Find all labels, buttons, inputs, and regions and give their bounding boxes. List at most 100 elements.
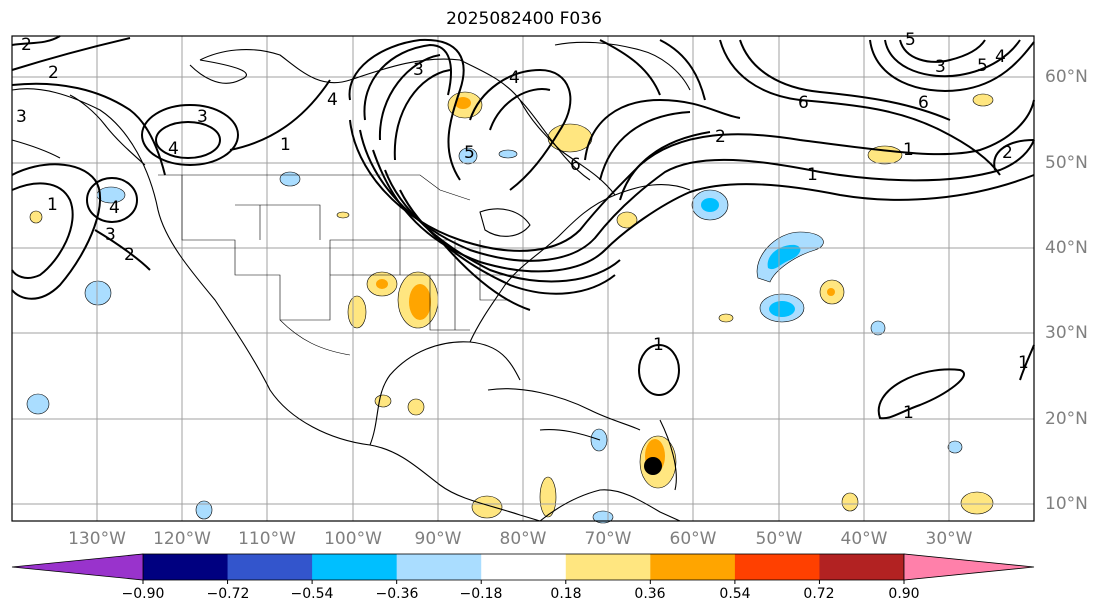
colorbar-tick-label: 0.36 xyxy=(634,586,666,602)
colorbar-segment xyxy=(565,554,651,580)
lon-label: 110°W xyxy=(238,529,296,549)
contour-label: 4 xyxy=(509,68,520,88)
map-panel: 2 2 3 4 3 1 4 4 3 2 1 3 4 5 6 2 1 6 6 5 … xyxy=(11,30,1035,524)
contour-label: 1 xyxy=(807,165,818,185)
contour-label: 2 xyxy=(48,63,59,83)
anomaly-patch xyxy=(195,500,213,520)
colorbar-segment xyxy=(312,554,398,580)
lon-label: 90°W xyxy=(414,529,462,549)
anomaly-patch xyxy=(616,211,638,229)
contour-label: 1 xyxy=(653,335,664,355)
colorbar-tick-label: −0.36 xyxy=(375,586,419,602)
anomaly-patch xyxy=(279,171,301,187)
anomaly-fills xyxy=(26,91,994,524)
contour-label: 4 xyxy=(995,47,1006,67)
anomaly-patch xyxy=(870,320,886,336)
contour-label: 1 xyxy=(1018,353,1029,373)
anomaly-patch xyxy=(498,149,518,159)
anomaly-patch xyxy=(376,279,388,289)
anomaly-patch xyxy=(29,210,43,224)
contour-label: 3 xyxy=(935,57,946,77)
anomaly-patch xyxy=(767,244,801,270)
anomaly-patch xyxy=(960,491,994,515)
contour-label: 1 xyxy=(47,195,58,215)
anomaly-patch xyxy=(539,476,557,518)
contour-label: 6 xyxy=(570,155,581,175)
contour-label: 4 xyxy=(109,198,120,218)
colorbar-extend-max xyxy=(903,553,1035,581)
contour-label: 2 xyxy=(715,127,726,147)
contour-label: 5 xyxy=(977,56,988,76)
anomaly-patch xyxy=(26,393,50,415)
colorbar-segment xyxy=(227,554,313,580)
colorbar-tick-label: 0.90 xyxy=(888,586,920,602)
anomaly-patch xyxy=(407,398,425,416)
anomaly-patch xyxy=(458,147,478,165)
contour-label: 4 xyxy=(168,139,179,159)
map-title: 2025082400 F036 xyxy=(446,9,602,29)
lon-label: 80°W xyxy=(499,529,547,549)
contour-label: 3 xyxy=(105,225,116,245)
anomaly-patch xyxy=(947,440,963,454)
anomaly-patch xyxy=(841,492,859,512)
anomaly-patch xyxy=(972,93,994,107)
anomaly-patch xyxy=(769,301,795,317)
lat-label: 40°N xyxy=(1045,238,1088,258)
lat-label: 20°N xyxy=(1045,409,1088,429)
colorbar-segment xyxy=(481,554,567,580)
colorbar-tick-label: −0.90 xyxy=(121,586,165,602)
colorbar-tick-label: −0.18 xyxy=(459,586,503,602)
colorbar-segment xyxy=(650,554,736,580)
lon-label: 120°W xyxy=(153,529,211,549)
contour-labels: 2 2 3 4 3 1 4 4 3 2 1 3 4 5 6 2 1 6 6 5 … xyxy=(16,30,1029,423)
colorbar-segment xyxy=(396,554,482,580)
colorbar-tick-label: −0.72 xyxy=(206,586,250,602)
contour-label: 1 xyxy=(280,135,291,155)
colorbar-segment xyxy=(819,554,905,580)
contour-label: 1 xyxy=(903,140,914,160)
colorbar-tick-label: 0.72 xyxy=(803,586,835,602)
storm-center-marker xyxy=(644,457,662,475)
anomaly-patch xyxy=(374,394,392,408)
lon-label: 50°W xyxy=(755,529,803,549)
anomaly-patch xyxy=(455,97,471,109)
anomaly-patch xyxy=(409,284,431,320)
anomaly-patch xyxy=(347,295,367,329)
lon-label: 70°W xyxy=(584,529,632,549)
contour-label: 5 xyxy=(464,143,475,163)
lon-label: 60°W xyxy=(669,529,717,549)
contour-label: 6 xyxy=(798,93,809,113)
colorbar-tick-label: 0.54 xyxy=(719,586,751,602)
lon-label: 100°W xyxy=(324,529,382,549)
colorbar-segment xyxy=(734,554,820,580)
colorbar-tick-label: −0.54 xyxy=(290,586,334,602)
coastlines xyxy=(11,41,691,522)
lat-label: 50°N xyxy=(1045,153,1088,173)
anomaly-patch xyxy=(336,211,350,219)
anomaly-patch xyxy=(827,288,835,296)
political-borders xyxy=(158,174,520,356)
contour-label: 2 xyxy=(21,35,32,55)
map-frame xyxy=(11,35,1035,522)
contour-label: 6 xyxy=(918,93,929,113)
contours xyxy=(11,35,1035,420)
colorbar xyxy=(11,553,1035,584)
anomaly-patch xyxy=(718,313,734,323)
colorbar-segment xyxy=(143,554,229,580)
colorbar-extend-min xyxy=(11,553,144,581)
contour-label: 3 xyxy=(197,107,208,127)
contour-label: 2 xyxy=(124,245,135,265)
colorbar-tick-label: 0.18 xyxy=(550,586,582,602)
anomaly-patch xyxy=(84,280,112,306)
contour-label: 4 xyxy=(327,90,338,110)
lon-label: 130°W xyxy=(68,529,126,549)
contour-label: 2 xyxy=(1002,143,1013,163)
contour-label: 3 xyxy=(413,60,424,80)
contour-label: 1 xyxy=(903,403,914,423)
lat-label: 30°N xyxy=(1045,323,1088,343)
anomaly-patch xyxy=(471,495,503,519)
lon-label: 40°W xyxy=(840,529,888,549)
contour-label: 3 xyxy=(16,107,27,127)
lat-label: 10°N xyxy=(1045,494,1088,514)
lat-label: 60°N xyxy=(1045,67,1088,87)
